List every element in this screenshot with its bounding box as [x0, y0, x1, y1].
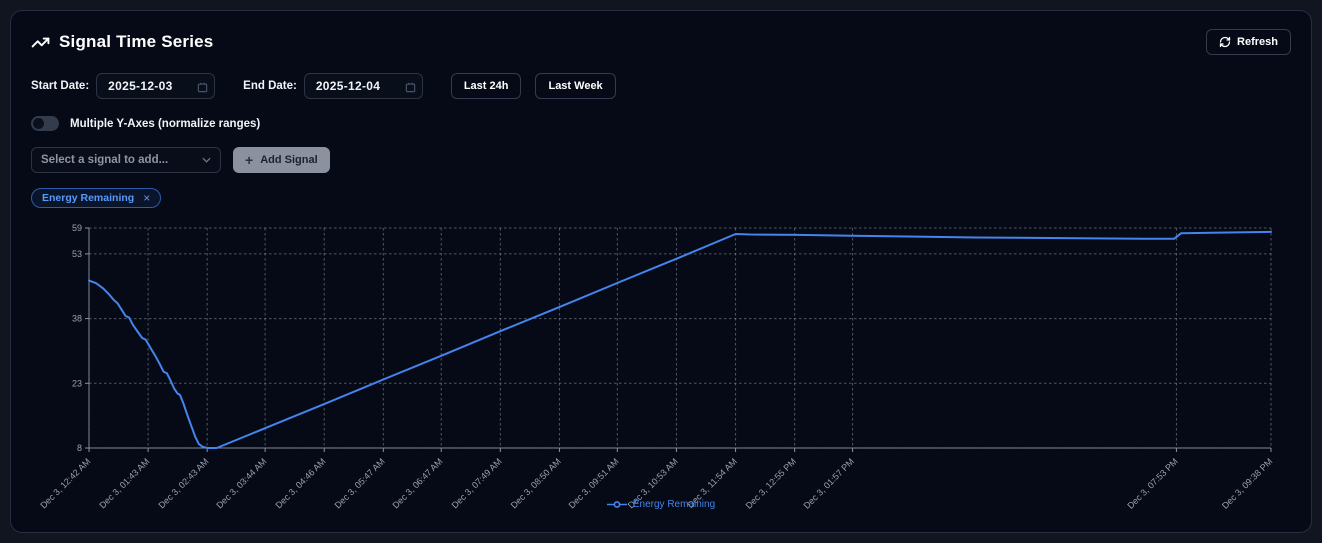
- gridlines: [88, 227, 1272, 449]
- legend-label: Energy Remaining: [632, 499, 716, 510]
- chart-legend[interactable]: Energy Remaining: [31, 499, 1291, 510]
- svg-text:59: 59: [72, 223, 82, 233]
- title-wrap: Signal Time Series: [31, 32, 213, 52]
- calendar-icon[interactable]: [197, 80, 208, 93]
- start-date-label: Start Date:: [31, 80, 90, 92]
- start-date-wrap: [96, 73, 216, 99]
- refresh-button[interactable]: Refresh: [1206, 29, 1291, 55]
- signal-chip: Energy Remaining ×: [31, 188, 162, 208]
- refresh-label: Refresh: [1237, 36, 1278, 48]
- svg-text:53: 53: [72, 249, 82, 259]
- legend-marker-icon: [606, 500, 627, 509]
- multi-axes-toggle[interactable]: [31, 116, 59, 131]
- signal-select-placeholder: Select a signal to add...: [41, 154, 169, 166]
- toggle-knob-icon: [33, 118, 44, 129]
- start-date-input[interactable]: [96, 73, 216, 99]
- signal-chip-label: Energy Remaining: [42, 192, 135, 204]
- trending-up-icon: [31, 33, 50, 52]
- svg-text:8: 8: [77, 443, 82, 453]
- calendar-icon[interactable]: [405, 80, 416, 93]
- chart-mount: 8 23 38 53 59 Dec 3, 12:42 AM Dec 3, 01:43 AM D…: [31, 220, 1293, 511]
- chip-close-icon[interactable]: ×: [143, 191, 151, 205]
- end-date-label: End Date:: [243, 80, 297, 92]
- add-signal-button[interactable]: + Add Signal: [233, 147, 330, 173]
- refresh-icon: [1219, 36, 1231, 48]
- signal-select[interactable]: Select a signal to add...: [31, 147, 221, 173]
- end-date-input[interactable]: [303, 73, 423, 99]
- add-signal-label: Add Signal: [260, 154, 318, 166]
- multi-axes-label: Multiple Y-Axes (normalize ranges): [70, 117, 261, 130]
- svg-text:38: 38: [72, 314, 82, 324]
- date-controls-row: Start Date: End Date:: [31, 73, 1291, 99]
- chart-area: 8 23 38 53 59 Dec 3, 12:42 AM Dec 3, 01:43 AM D…: [31, 220, 1293, 511]
- svg-text:23: 23: [72, 378, 82, 388]
- axis-ticks: [85, 227, 1272, 452]
- end-date-wrap: [303, 73, 423, 99]
- plus-icon: +: [245, 152, 254, 168]
- last-24h-button[interactable]: Last 24h: [450, 73, 522, 99]
- page-title: Signal Time Series: [59, 32, 214, 51]
- chip-row: Energy Remaining ×: [31, 188, 1291, 208]
- series-line-energy-remaining: [88, 230, 1272, 449]
- last-week-button[interactable]: Last Week: [535, 73, 616, 99]
- signal-timeseries-card: Signal Time Series Refresh Start Date:: [10, 10, 1312, 533]
- signal-row: Select a signal to add... + Add Signal: [31, 147, 1291, 173]
- multi-axes-row: Multiple Y-Axes (normalize ranges): [31, 116, 1291, 131]
- header: Signal Time Series Refresh: [31, 29, 1291, 55]
- chevron-down-icon: [202, 157, 211, 163]
